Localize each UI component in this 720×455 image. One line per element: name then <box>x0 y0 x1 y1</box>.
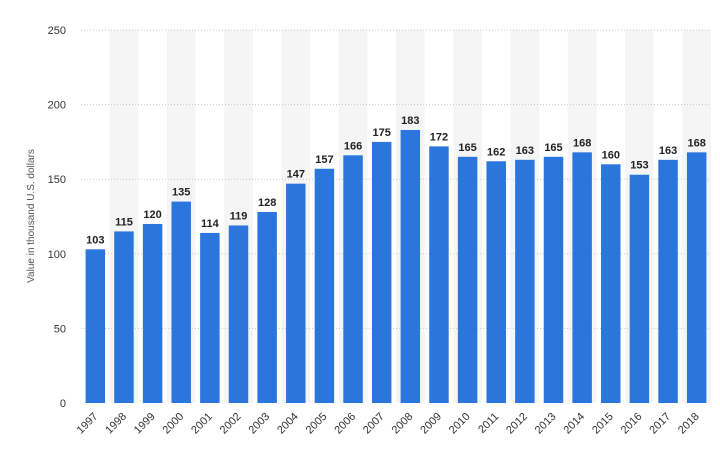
y-axis-tick-labels: 0 50 100 150 200 250 <box>48 25 66 410</box>
bar <box>543 156 564 403</box>
bar-value-label: 183 <box>401 115 419 127</box>
y-tick-label: 50 <box>54 323 66 335</box>
bar <box>114 231 134 403</box>
bar <box>85 249 106 403</box>
bar-value-label: 157 <box>315 154 333 166</box>
bar <box>400 129 421 404</box>
bar-value-label: 128 <box>258 197 276 209</box>
x-tick-label: 2011 <box>476 411 501 436</box>
x-tick-label: 2004 <box>275 411 301 437</box>
bar-value-label: 163 <box>659 145 677 157</box>
bar <box>142 223 163 403</box>
bar-value-label: 120 <box>143 209 161 221</box>
bar-value-label: 115 <box>115 216 133 228</box>
bar-value-label: 175 <box>373 127 391 139</box>
bar-value-label: 103 <box>86 234 104 246</box>
x-tick-label: 2009 <box>418 411 444 437</box>
x-tick-label: 2000 <box>161 411 187 437</box>
bar-value-label: 114 <box>201 218 220 230</box>
x-tick-label: 2007 <box>361 411 387 437</box>
x-tick-label: 1997 <box>75 411 101 437</box>
y-tick-label: 150 <box>48 174 66 186</box>
bar-value-label: 119 <box>230 210 248 222</box>
bar <box>658 159 678 403</box>
bar <box>343 155 363 403</box>
bar-value-label: 153 <box>630 160 648 172</box>
x-tick-label: 2006 <box>332 411 358 437</box>
bar-value-label: 166 <box>344 140 362 152</box>
x-tick-label: 2010 <box>447 411 473 437</box>
x-tick-label: 2001 <box>189 411 215 437</box>
x-tick-label: 1998 <box>103 411 129 437</box>
x-tick-label: 2008 <box>390 411 416 437</box>
y-tick-label: 100 <box>48 249 66 261</box>
bar <box>429 146 449 403</box>
x-tick-label: 2012 <box>504 411 530 437</box>
bar-value-label: 172 <box>430 131 448 143</box>
bar <box>629 174 650 403</box>
x-axis-tick-labels: 1997 1998 1999 2000 2001 2002 2003 2004 2005 2006… <box>75 411 702 437</box>
bar <box>457 156 478 403</box>
bar <box>686 152 707 403</box>
bar-value-label: 165 <box>458 142 476 154</box>
bar <box>228 225 249 403</box>
x-tick-label: 2003 <box>246 411 272 437</box>
bar <box>515 159 535 403</box>
bar <box>486 161 506 403</box>
x-tick-label: 2018 <box>676 411 702 437</box>
bar-series <box>85 129 707 404</box>
bar <box>257 212 277 403</box>
bar-value-label: 147 <box>287 169 305 181</box>
bar-value-label: 168 <box>573 137 591 149</box>
bar <box>371 141 392 403</box>
x-tick-label: 2017 <box>647 411 673 437</box>
x-tick-label: 1999 <box>132 411 158 437</box>
y-tick-label: 250 <box>48 25 66 37</box>
bar-value-label: 168 <box>688 137 706 149</box>
bar-value-labels: 103 115 120 135 114 119 128 147 157 166 175 183 172 1… <box>86 115 706 246</box>
x-tick-label: 2013 <box>533 411 559 437</box>
x-tick-label: 2014 <box>561 411 587 437</box>
bar <box>286 183 306 403</box>
bar <box>601 164 621 403</box>
x-tick-label: 2015 <box>590 411 616 437</box>
y-tick-label: 0 <box>60 398 66 410</box>
bar-value-label: 163 <box>516 145 534 157</box>
y-axis-title: Value in thousand U.S. dollars <box>26 149 37 283</box>
bar <box>572 152 592 403</box>
bar <box>200 232 220 403</box>
bar-value-label: 162 <box>487 146 505 158</box>
y-tick-label: 200 <box>48 100 66 112</box>
x-tick-label: 2002 <box>218 411 244 437</box>
bar <box>314 168 335 403</box>
bar-value-label: 160 <box>602 149 620 161</box>
x-tick-label: 2005 <box>304 411 330 437</box>
x-tick-label: 2016 <box>619 411 645 437</box>
bar-value-label: 135 <box>172 187 190 199</box>
bar-value-label: 165 <box>544 142 562 154</box>
bar <box>171 201 191 403</box>
